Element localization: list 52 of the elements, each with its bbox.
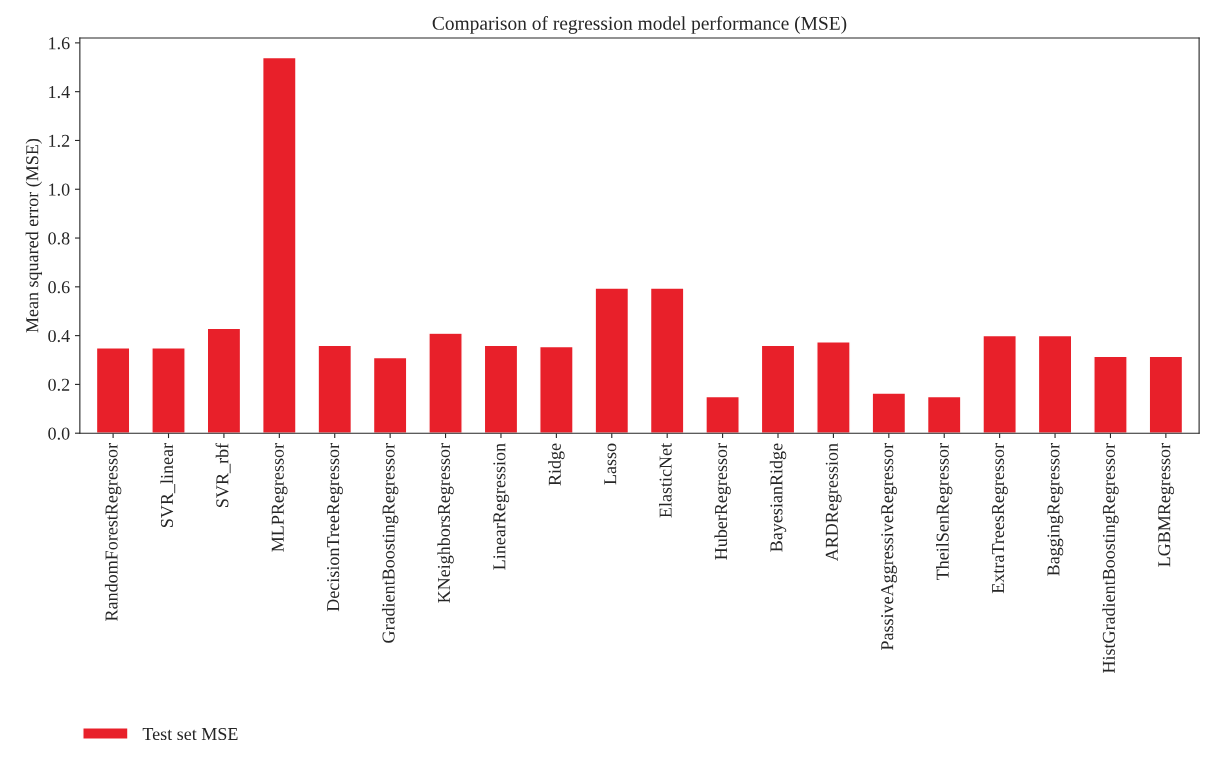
bar — [95, 347, 131, 434]
bar — [317, 344, 353, 434]
bar — [1093, 355, 1128, 434]
x-tick-label: KNeighborsRegressor — [437, 443, 454, 603]
x-tick-label: GradientBoostingRegressor — [381, 443, 399, 643]
y-tick-label: 1.6 — [49, 37, 70, 50]
bar — [206, 327, 242, 434]
y-tick-label: 0.4 — [48, 329, 70, 343]
x-tick-label: SVR_rbf — [215, 442, 231, 507]
x-tick-label: LGBMRegressor — [1158, 443, 1175, 567]
x-tick-label: ElasticNet — [659, 443, 672, 518]
y-axis-title: Mean squared error (MSE) — [25, 138, 43, 333]
bar — [539, 345, 574, 434]
x-tick-label: DecisionTreeRegressor — [327, 443, 343, 612]
y-tick-label: 1.2 — [49, 134, 70, 147]
y-tick-label: 0.0 — [48, 427, 70, 440]
y-tick-label: 0.6 — [48, 281, 70, 294]
bar — [428, 332, 463, 434]
y-tick-label: 0.2 — [48, 378, 70, 391]
y-tick-label: 1.0 — [49, 183, 70, 196]
legend-label: Test set MSE — [142, 727, 238, 741]
bar — [151, 347, 186, 434]
bar — [705, 395, 740, 434]
x-tick-label: HistGradientBoostingRegressor — [1102, 443, 1119, 674]
y-tick-label: 1.4 — [49, 86, 70, 99]
x-tick-label: Ridge — [548, 443, 565, 486]
bar — [649, 287, 685, 434]
x-tick-label: LinearRegression — [493, 443, 510, 570]
bar — [926, 395, 962, 434]
bar — [483, 344, 519, 434]
bar — [372, 356, 408, 434]
x-tick-label: MLPRegressor — [271, 443, 288, 552]
bar — [816, 341, 851, 434]
x-tick-label: Lasso — [604, 443, 617, 485]
bar — [1148, 355, 1184, 434]
x-tick-label: SVR_linear — [160, 443, 176, 527]
x-tick-label: ExtraTreesRegressor — [992, 443, 1008, 594]
x-tick-label: BaggingRegressor — [1047, 443, 1064, 576]
bar — [1037, 334, 1073, 434]
x-tick-label: PassiveAggressiveRegressor — [881, 443, 898, 651]
bar — [871, 392, 907, 434]
bar — [594, 287, 630, 434]
x-tick-label: ARDRegression — [825, 443, 842, 562]
chart-title: Comparison of regression model performance (MSE) — [432, 15, 847, 34]
bar — [262, 56, 297, 434]
bar — [982, 334, 1017, 434]
x-tick-label: BayesianRidge — [769, 443, 787, 552]
y-tick-label: 0.8 — [48, 232, 70, 245]
bar — [760, 344, 796, 434]
x-tick-label: RandomForestRegressor — [104, 443, 122, 621]
x-tick-label: TheilSenRegressor — [936, 443, 953, 580]
x-tick-label: HuberRegressor — [714, 443, 731, 560]
